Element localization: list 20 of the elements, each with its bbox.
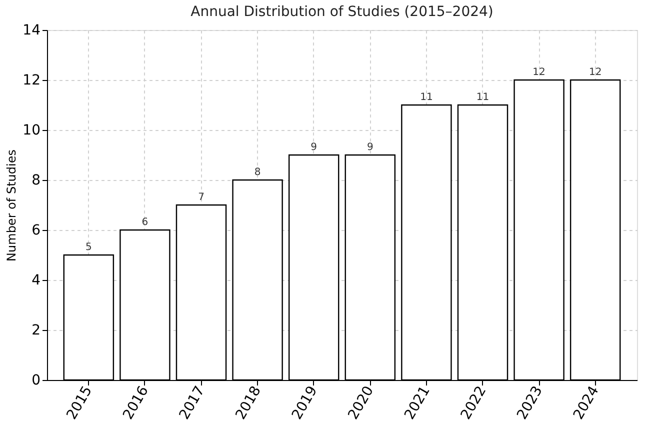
data-label: 8: [254, 167, 261, 178]
y-tick-label: 10: [22, 122, 40, 138]
y-tick-label: 0: [32, 372, 40, 388]
data-label: 9: [310, 142, 318, 153]
data-label: 6: [142, 217, 148, 228]
data-label: 7: [198, 192, 204, 203]
data-label: 11: [476, 92, 490, 103]
data-label: 5: [85, 242, 92, 253]
data-label: 12: [532, 67, 546, 78]
y-tick-label: 6: [32, 222, 41, 238]
data-label: 9: [366, 142, 374, 153]
y-tick-label: 2: [32, 322, 40, 338]
chart-title: Annual Distribution of Studies (2015–2024): [190, 4, 494, 20]
y-axis-title: Number of Studies: [4, 150, 19, 262]
y-tick-label: 4: [32, 272, 41, 288]
data-label: 12: [588, 67, 602, 78]
data-label: 11: [420, 92, 433, 103]
y-tick-label: 8: [32, 172, 40, 188]
y-tick-label: 12: [22, 72, 40, 88]
y-tick-label: 14: [22, 22, 41, 38]
